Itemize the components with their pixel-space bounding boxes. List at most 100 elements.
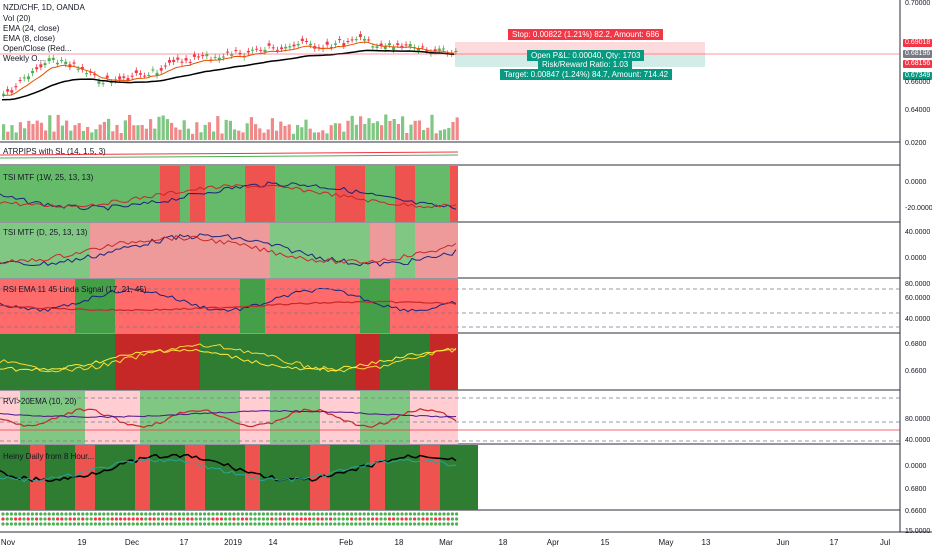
signal-dot xyxy=(89,522,93,526)
candle xyxy=(221,56,225,58)
signal-dot xyxy=(127,512,131,516)
volume-bar xyxy=(199,132,203,140)
volume-bar xyxy=(350,115,354,140)
signal-dot xyxy=(455,517,459,521)
signal-zone xyxy=(355,334,380,390)
signal-dot xyxy=(387,517,391,521)
signal-zone xyxy=(0,279,75,333)
price-axis-label: 0.0000 xyxy=(905,179,927,186)
signal-dot xyxy=(51,522,56,526)
signal-dot xyxy=(77,512,81,516)
signal-dot xyxy=(194,522,198,526)
candle xyxy=(80,66,84,70)
target-label[interactable]: Target: 0.00847 (1.24%) 84.7, Amount: 71… xyxy=(500,69,673,80)
indicator-legend-weekly[interactable]: Weekly O... xyxy=(3,54,45,63)
signal-zone xyxy=(20,391,85,444)
signal-dot xyxy=(446,512,450,516)
signal-dot xyxy=(266,517,270,521)
candle xyxy=(168,60,171,63)
signal-dot xyxy=(98,517,102,521)
pane-label-rvi[interactable]: RVI>20EMA (10, 20) xyxy=(3,397,77,406)
signal-dot xyxy=(224,512,228,516)
signal-zone xyxy=(415,223,450,278)
candle xyxy=(2,93,5,95)
signal-dot xyxy=(43,517,47,521)
signal-dot xyxy=(177,522,181,526)
signal-dot xyxy=(39,522,43,526)
signal-dot xyxy=(240,517,244,521)
indicator-legend-openclose[interactable]: Open/Close (Red... xyxy=(3,44,72,53)
signal-zone xyxy=(30,445,45,510)
signal-zone xyxy=(115,279,145,333)
indicator-legend-ema24[interactable]: EMA (24, close) xyxy=(3,24,60,33)
signal-zone xyxy=(450,166,458,222)
candle xyxy=(76,68,80,70)
signal-dot xyxy=(186,517,190,521)
price-tag-target: 0.67349 xyxy=(903,72,932,80)
candle xyxy=(105,75,109,78)
signal-zone xyxy=(265,279,360,333)
signal-dot xyxy=(350,512,354,516)
volume-bar xyxy=(128,114,132,140)
signal-dot xyxy=(60,512,64,516)
signal-dot xyxy=(299,512,303,516)
volume-bar xyxy=(69,130,73,140)
signal-dot xyxy=(366,512,370,516)
signal-dot xyxy=(190,522,194,526)
candle xyxy=(213,56,217,58)
signal-zone xyxy=(75,279,115,333)
signal-dot xyxy=(228,517,232,521)
signal-dot xyxy=(400,522,404,526)
pane-label-atrpips[interactable]: ATRPIPS with SL (14, 1.5, 3) xyxy=(3,147,106,156)
volume-bar xyxy=(245,123,249,140)
time-axis-label: Nov xyxy=(0,538,16,547)
volume-bar xyxy=(90,132,94,140)
signal-dot xyxy=(429,522,433,526)
signal-dot xyxy=(404,517,408,521)
signal-dot xyxy=(404,512,408,516)
signal-dot xyxy=(56,512,60,516)
signal-dot xyxy=(211,517,215,521)
signal-dot xyxy=(417,522,421,526)
stop-label[interactable]: Stop: 0.00822 (1.21%) 82.2, Amount: 686 xyxy=(508,29,664,40)
volume-bar xyxy=(338,123,342,140)
candle xyxy=(143,75,147,77)
signal-dot xyxy=(93,512,97,516)
signal-dot xyxy=(165,522,169,526)
volume-bar xyxy=(207,122,211,140)
signal-dot xyxy=(68,517,72,521)
time-axis-label: 15 xyxy=(600,538,610,547)
signal-dot xyxy=(98,512,102,516)
signal-dot xyxy=(186,522,190,526)
indicator-legend-vol[interactable]: Vol (20) xyxy=(3,14,31,23)
signal-dot xyxy=(1,512,5,516)
signal-dot xyxy=(316,512,320,516)
price-axis-label: 80.0000 xyxy=(905,281,931,288)
pane-label-tsi-daily[interactable]: TSI MTF (D, 25, 13, 13) xyxy=(3,228,88,237)
signal-dot xyxy=(177,517,181,521)
volume-bar xyxy=(401,116,405,140)
signal-dot xyxy=(14,512,18,516)
pane-label-rsi-ema[interactable]: RSI EMA 11 45 Linda Signal (17, 21, 45) xyxy=(3,285,147,294)
signal-dot xyxy=(362,512,366,516)
signal-dot xyxy=(354,512,358,516)
volume-bar xyxy=(136,125,140,140)
pane-label-tsi-weekly[interactable]: TSI MTF (1W, 25, 13, 13) xyxy=(3,173,94,182)
signal-dot xyxy=(85,522,89,526)
risk-reward-label[interactable]: Risk/Reward Ratio: 1.03 xyxy=(538,59,633,70)
signal-dot xyxy=(434,522,438,526)
volume-bar xyxy=(312,132,316,140)
open-pl-label[interactable]: Open P&L: 0.00040, Qty: 1703 xyxy=(527,50,645,61)
signal-dot xyxy=(383,522,387,526)
candle xyxy=(184,58,188,61)
indicator-legend-ema8[interactable]: EMA (8, close) xyxy=(3,34,56,43)
candle xyxy=(134,70,138,73)
candle xyxy=(246,50,250,53)
signal-dot xyxy=(30,522,34,526)
signal-dot xyxy=(106,522,110,526)
signal-dot xyxy=(72,517,76,521)
signal-dot xyxy=(26,522,30,526)
volume-bar xyxy=(430,114,434,140)
pane-label-heiny[interactable]: Heiny Daily from 8 Hour... xyxy=(3,452,95,461)
